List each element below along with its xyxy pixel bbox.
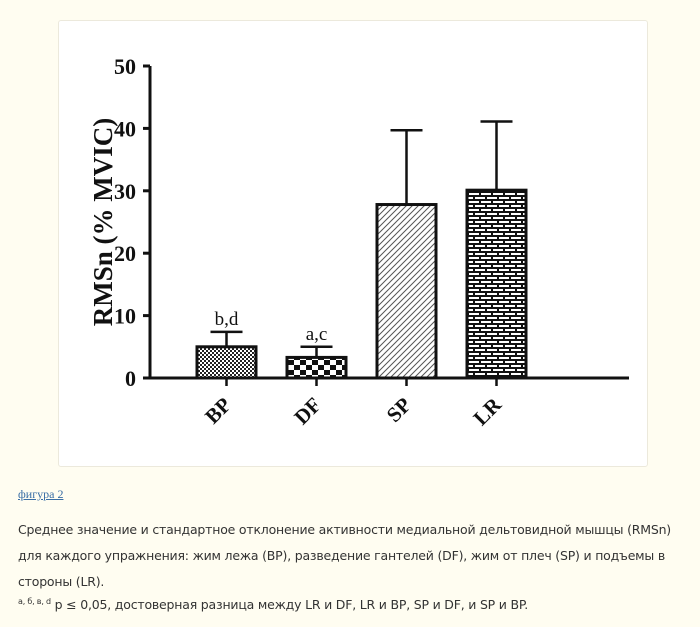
bar-df bbox=[285, 355, 348, 380]
bar-lr bbox=[465, 188, 528, 380]
figure-caption: Среднее значение и стандартное отклонени… bbox=[18, 522, 671, 589]
y-axis-label: RMSn (% MVIC) bbox=[88, 118, 118, 327]
figure-card bbox=[58, 20, 648, 467]
y-tick-label: 20 bbox=[114, 241, 136, 266]
y-tick-label: 0 bbox=[125, 366, 136, 391]
y-tick-label: 30 bbox=[114, 179, 136, 204]
note-text: p ≤ 0,05, достоверная разница между LR и… bbox=[50, 597, 529, 613]
x-tick-label: SP bbox=[382, 392, 416, 426]
y-tick-label: 10 bbox=[114, 304, 136, 329]
bar-bp bbox=[195, 345, 258, 380]
y-tick-label: 40 bbox=[114, 116, 136, 141]
bar-chart: RMSn (% MVIC) 0 10 20 30 40 50 BP b,d DF a,c SP LR bbox=[88, 54, 629, 430]
significance-label: a,c bbox=[306, 324, 328, 345]
x-tick-label: BP bbox=[200, 392, 236, 428]
note-superscripts: a, б, в, d bbox=[18, 597, 51, 606]
x-tick-label: LR bbox=[468, 392, 506, 430]
significance-label: b,d bbox=[215, 309, 239, 330]
figure-link[interactable]: фигура 2 bbox=[18, 487, 64, 501]
y-tick-label: 50 bbox=[114, 54, 136, 79]
bar-sp bbox=[375, 203, 438, 380]
significance-note: a, б, в, d p ≤ 0,05, достоверная разница… bbox=[18, 597, 528, 612]
x-tick-label: DF bbox=[289, 393, 326, 430]
